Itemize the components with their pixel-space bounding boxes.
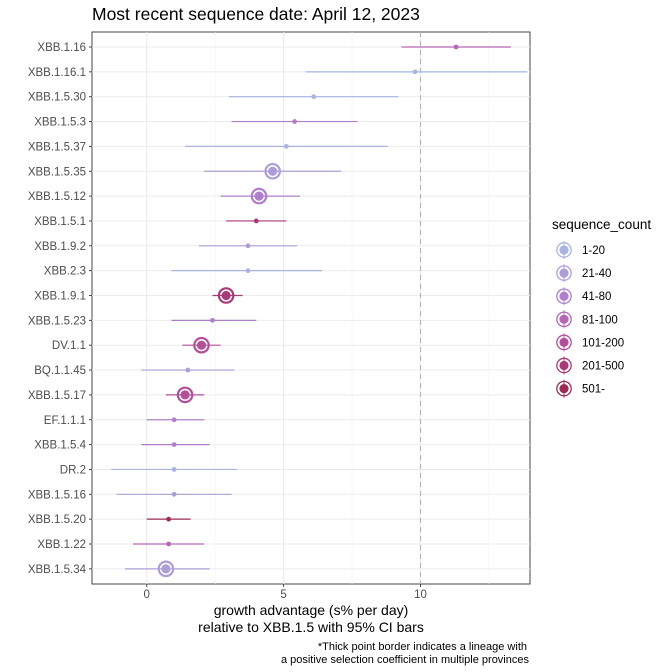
point-XBB.1.9.2: [245, 243, 251, 249]
grid-lines: [92, 32, 530, 584]
x-axis-title-line2: relative to XBB.1.5 with 95% CI bars: [198, 619, 424, 635]
point-ring-DV.1.1: [193, 336, 210, 354]
point-EF.1.1.1: [171, 417, 177, 423]
footnote-line1: *Thick point border indicates a lineage …: [318, 641, 527, 653]
chart-title: Most recent sequence date: April 12, 202…: [92, 4, 420, 24]
data-points: [157, 44, 459, 578]
x-axis-title-line1: growth advantage (s% per day): [214, 602, 409, 618]
legend-label-21-40: 21-40: [582, 268, 611, 280]
lineage-label-XBB.1.5.17: XBB.1.5.17: [28, 390, 86, 402]
lineage-label-DR.2: DR.2: [60, 464, 86, 476]
lineage-label-XBB.1.5.16: XBB.1.5.16: [28, 489, 86, 501]
lineage-label-DV.1.1: DV.1.1: [52, 340, 86, 352]
lineage-label-XBB.1.5.12: XBB.1.5.12: [28, 191, 86, 203]
lineage-label-XBB.1.5.37: XBB.1.5.37: [28, 141, 86, 153]
legend: sequence_count 1-20 21-40 41-80 81-100 101-2…: [552, 217, 651, 398]
lineage-label-XBB.1.5.1: XBB.1.5.1: [34, 216, 86, 228]
legend-label-81-100: 81-100: [582, 314, 618, 326]
lineage-label-XBB.1.16.1: XBB.1.16.1: [28, 67, 86, 79]
lineage-label-EF.1.1.1: EF.1.1.1: [44, 415, 86, 427]
legend-label-41-80: 41-80: [582, 291, 611, 303]
point-ring-XBB.1.5.12: [250, 187, 268, 205]
legend-label-201-500: 201-500: [582, 361, 624, 373]
x-axis-ticks: 0 5 10: [144, 584, 427, 601]
lineage-labels: XBB.1.16 XBB.1.16.1 XBB.1.5.30 XBB.1.5.3 XBB…: [28, 42, 92, 576]
footnote-line2: a positive selection coefficient in mult…: [281, 654, 530, 666]
legend-label-501-: 501-: [582, 384, 605, 396]
point-XBB.1.5.3: [292, 119, 297, 124]
lineage-label-XBB.1.5.4: XBB.1.5.4: [34, 440, 86, 452]
x-tick-label: 5: [280, 589, 286, 601]
lineage-label-BQ.1.1.45: BQ.1.1.45: [34, 365, 86, 377]
point-XBB.1.5.12: [254, 191, 264, 201]
point-XBB.1.5.4: [171, 442, 177, 447]
x-tick-label: 0: [144, 589, 150, 601]
point-DV.1.1: [196, 340, 207, 350]
point-XBB.1.9.1: [221, 290, 231, 301]
point-XBB.1.5.16: [171, 491, 177, 497]
plot-panel: [91, 31, 531, 585]
lineage-label-XBB.1.9.1: XBB.1.9.1: [34, 291, 86, 303]
point-XBB.1.5.17: [180, 390, 190, 400]
lineage-label-XBB.1.16: XBB.1.16: [37, 42, 86, 54]
point-XBB.1.5.37: [283, 144, 289, 149]
point-XBB.1.5.23: [210, 317, 215, 323]
lineage-label-XBB.1.5.34: XBB.1.5.34: [28, 564, 87, 576]
point-XBB.1.5.34: [161, 564, 171, 574]
point-XBB.2.3: [245, 268, 251, 274]
point-ring-XBB.1.5.34: [157, 560, 175, 578]
lineage-label-XBB.1.9.2: XBB.1.9.2: [34, 241, 86, 253]
point-XBB.1.5.35: [268, 166, 278, 176]
lineage-label-XBB.1.5.23: XBB.1.5.23: [28, 315, 86, 327]
point-XBB.1.5.1: [253, 218, 259, 224]
point-ring-XBB.1.5.17: [176, 386, 194, 404]
point-XBB.1.5.20: [166, 516, 172, 522]
point-XBB.1.5.30: [311, 94, 317, 100]
lineage-label-XBB.1.5.20: XBB.1.5.20: [28, 514, 86, 526]
lineage-label-XBB.2.3: XBB.2.3: [44, 266, 86, 278]
point-ring-XBB.1.5.35: [264, 162, 281, 180]
point-XBB.1.16.1: [412, 69, 418, 75]
lineage-label-XBB.1.5.30: XBB.1.5.30: [28, 92, 86, 104]
lineage-label-XBB.1.22: XBB.1.22: [37, 539, 86, 551]
legend-label-101-200: 101-200: [582, 337, 624, 349]
point-DR.2: [171, 467, 177, 472]
point-ring-XBB.1.9.1: [217, 287, 235, 304]
legend-title: sequence_count: [552, 217, 651, 232]
point-XBB.1.16: [453, 44, 459, 50]
lineage-label-XBB.1.5.35: XBB.1.5.35: [28, 166, 86, 178]
x-tick-label: 10: [414, 589, 427, 601]
lineage-label-XBB.1.5.3: XBB.1.5.3: [34, 117, 86, 129]
legend-label-1-20: 1-20: [582, 245, 605, 257]
point-XBB.1.22: [166, 541, 172, 547]
point-BQ.1.1.45: [185, 367, 191, 373]
